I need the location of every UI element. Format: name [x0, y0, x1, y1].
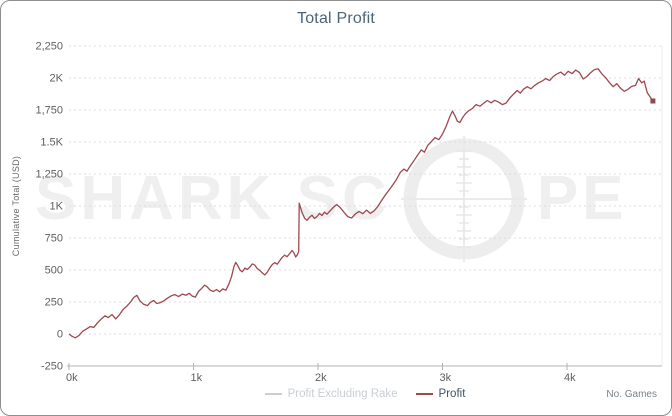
svg-text:1.5K: 1.5K — [40, 137, 63, 149]
svg-text:2k: 2k — [315, 372, 327, 384]
legend-label-profit-excluding-rake: Profit Excluding Rake — [287, 388, 398, 400]
svg-text:2,250: 2,250 — [35, 41, 63, 53]
svg-text:1,750: 1,750 — [35, 105, 63, 117]
svg-text:500: 500 — [45, 265, 63, 277]
legend-swatch-profit-excluding-rake — [264, 393, 282, 395]
legend-item-profit-excluding-rake[interactable]: Profit Excluding Rake — [264, 388, 398, 400]
chart-title: Total Profit — [297, 10, 375, 27]
svg-text:3k: 3k — [440, 372, 452, 384]
svg-text:750: 750 — [45, 233, 63, 245]
svg-text:2K: 2K — [50, 73, 64, 85]
chart-legend: Profit Excluding Rake Profit — [69, 388, 661, 400]
x-axis: 0k 1k 2k 3k 4k — [66, 363, 662, 384]
profit-line-series — [68, 68, 656, 339]
svg-text:0: 0 — [57, 329, 63, 341]
svg-text:250: 250 — [45, 297, 63, 309]
gridlines — [69, 45, 663, 366]
y-tick-labels: -250 0 250 500 750 1K 1,250 1.5K 1,750 2K 2,250 — [35, 41, 63, 373]
legend-item-profit[interactable]: Profit — [415, 388, 466, 400]
x-axis-title: No. Games — [606, 389, 657, 400]
svg-text:4k: 4k — [564, 372, 576, 384]
svg-text:1k: 1k — [191, 372, 203, 384]
svg-text:1,250: 1,250 — [35, 169, 63, 181]
svg-text:1K: 1K — [50, 201, 64, 213]
svg-text:0k: 0k — [66, 372, 78, 384]
legend-swatch-profit — [415, 393, 433, 395]
legend-label-profit: Profit — [438, 388, 466, 400]
svg-text:-250: -250 — [41, 361, 63, 373]
